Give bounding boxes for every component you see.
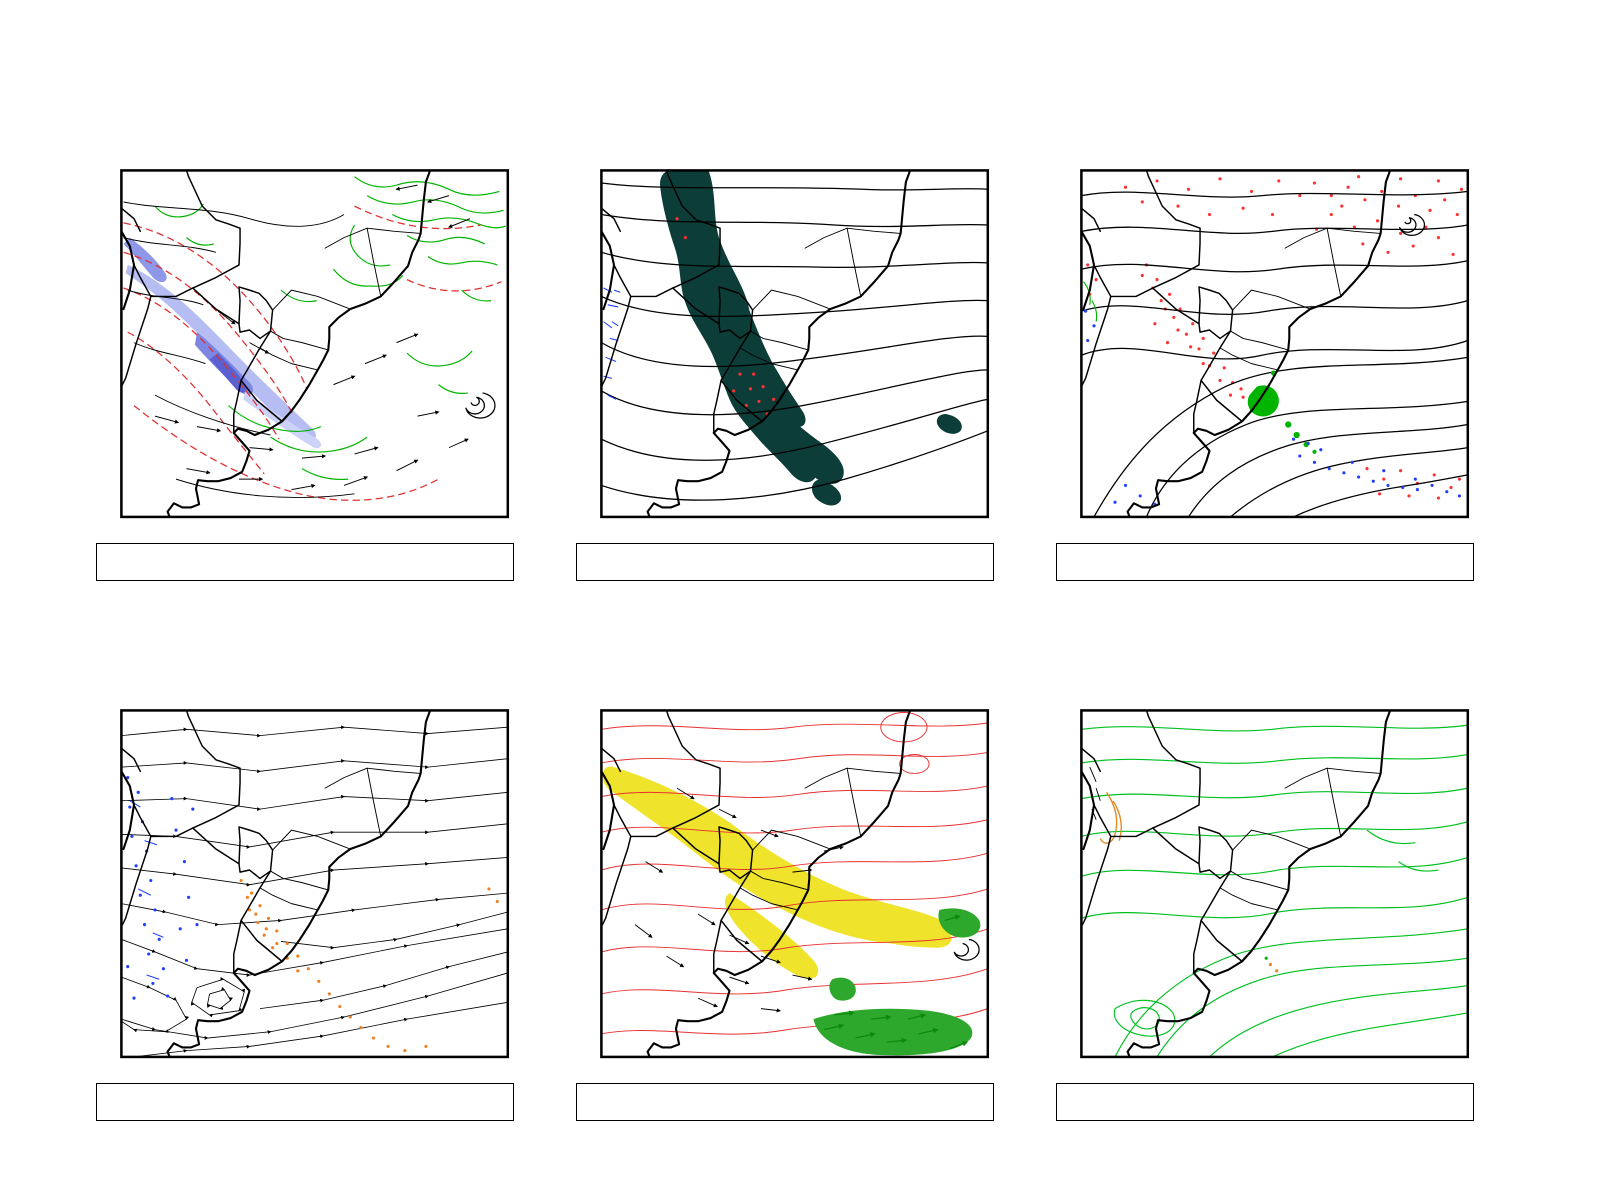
temp-contours-850 <box>1081 724 1468 1057</box>
streamlines-250 <box>121 725 508 1057</box>
green-wind-areas <box>813 908 981 1056</box>
panel-trovoadas <box>82 678 522 1121</box>
height-contours-300 <box>601 182 988 501</box>
panel-title-granizo <box>1042 678 1482 702</box>
weather-map-tempestade <box>600 709 990 1059</box>
panel-umidade <box>82 138 522 581</box>
weather-map-umidade <box>120 169 510 519</box>
caption-box-trovoadas <box>96 1083 514 1121</box>
weather-map-pancadas-calor <box>600 169 990 519</box>
panel-title-tempestade <box>562 678 1002 702</box>
panel-title-chuva <box>1042 138 1482 162</box>
weather-map-trovoadas <box>120 709 510 1059</box>
panel-pancadas-calor <box>562 138 1002 581</box>
green-wind-vectors <box>823 914 969 1050</box>
divergence-speckles <box>126 776 199 1000</box>
caption-box-pancadas-calor <box>576 543 994 581</box>
caption-box-granizo <box>1056 1083 1474 1121</box>
humidity-shading <box>123 237 321 449</box>
map-frame <box>600 169 990 519</box>
panel-title-pancadas-calor <box>562 138 1002 162</box>
caption-box-tempestade <box>576 1083 994 1121</box>
map-frame <box>1080 709 1470 1059</box>
panel-tempestade <box>562 678 1002 1121</box>
basemap <box>121 710 432 1057</box>
red-thickness-contours <box>123 205 502 501</box>
orange-speck <box>1268 962 1279 973</box>
map-frame <box>1080 169 1470 519</box>
orange-shower-speckles <box>239 878 499 1053</box>
cyclone-spiral-icon <box>465 392 496 419</box>
panel-title-umidade <box>82 138 522 162</box>
panel-title-trovoadas <box>82 678 522 702</box>
blue-scribbles <box>129 800 164 980</box>
panel-chuva <box>1042 138 1482 581</box>
panel-granizo <box>1042 678 1482 1121</box>
caption-box-chuva <box>1056 543 1474 581</box>
caption-box-umidade <box>96 543 514 581</box>
convective-band-fill <box>660 170 962 506</box>
map-frame <box>120 709 510 1059</box>
map-frame <box>600 709 990 1059</box>
weather-map-chuva <box>1080 169 1470 519</box>
blue-omega-speckles <box>1084 309 1461 506</box>
weather-map-granizo <box>1080 709 1470 1059</box>
lif-contours <box>603 287 621 400</box>
pressure-contours <box>123 201 355 498</box>
cyclone-spiral-icon <box>1398 213 1426 236</box>
basemap <box>1081 710 1392 1057</box>
basemap <box>121 170 432 517</box>
red-rain-speckles <box>1086 175 1464 500</box>
green-updraft-areas <box>1247 370 1317 454</box>
map-frame <box>120 169 510 519</box>
wind-vectors <box>154 184 471 491</box>
cyclone-spiral-icon <box>953 938 980 961</box>
height-contours-500 <box>1081 190 1468 517</box>
orange-temp-contours <box>1099 791 1122 844</box>
